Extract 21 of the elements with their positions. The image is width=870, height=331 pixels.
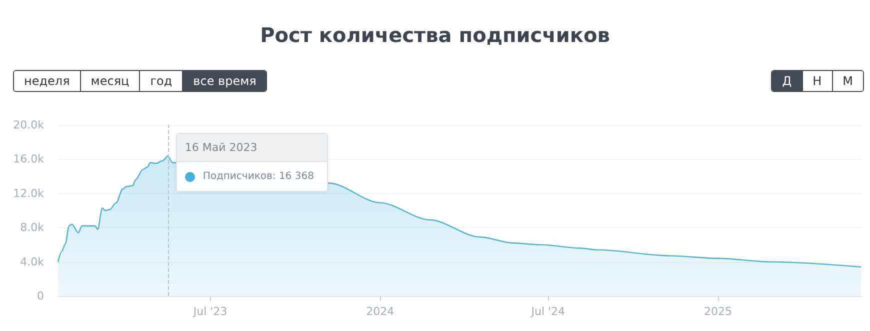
chart-title: Рост количества подписчиков: [260, 23, 610, 47]
y-tick-label: 16.0k: [13, 152, 45, 166]
y-tick-label: 0: [37, 290, 44, 302]
y-tick-label: 12.0k: [13, 186, 45, 200]
text: Н: [802, 71, 832, 91]
x-tick-label: 2025: [704, 305, 732, 318]
y-tick-label: 8.0k: [20, 221, 45, 234]
y-tick-label: 20.0k: [13, 118, 45, 132]
text: все время: [182, 71, 266, 91]
y-tick-label: 4.0k: [20, 255, 45, 268]
x-tick-label: Jul '24: [530, 305, 566, 318]
annotation: Подписчиков: 16 368: [202, 171, 314, 182]
text: год: [139, 71, 182, 91]
annotation: 16 Май 2023: [176, 134, 327, 162]
text: М: [832, 71, 863, 91]
x-tick-label: Jul '23: [192, 305, 228, 318]
x-tick-label: 2024: [366, 305, 394, 318]
text: неделя: [14, 71, 80, 91]
tooltip-box: 16 Май 2023 Подписчиков: 16 368: [176, 133, 328, 192]
text: Д: [772, 71, 802, 91]
text: месяц: [80, 71, 140, 91]
